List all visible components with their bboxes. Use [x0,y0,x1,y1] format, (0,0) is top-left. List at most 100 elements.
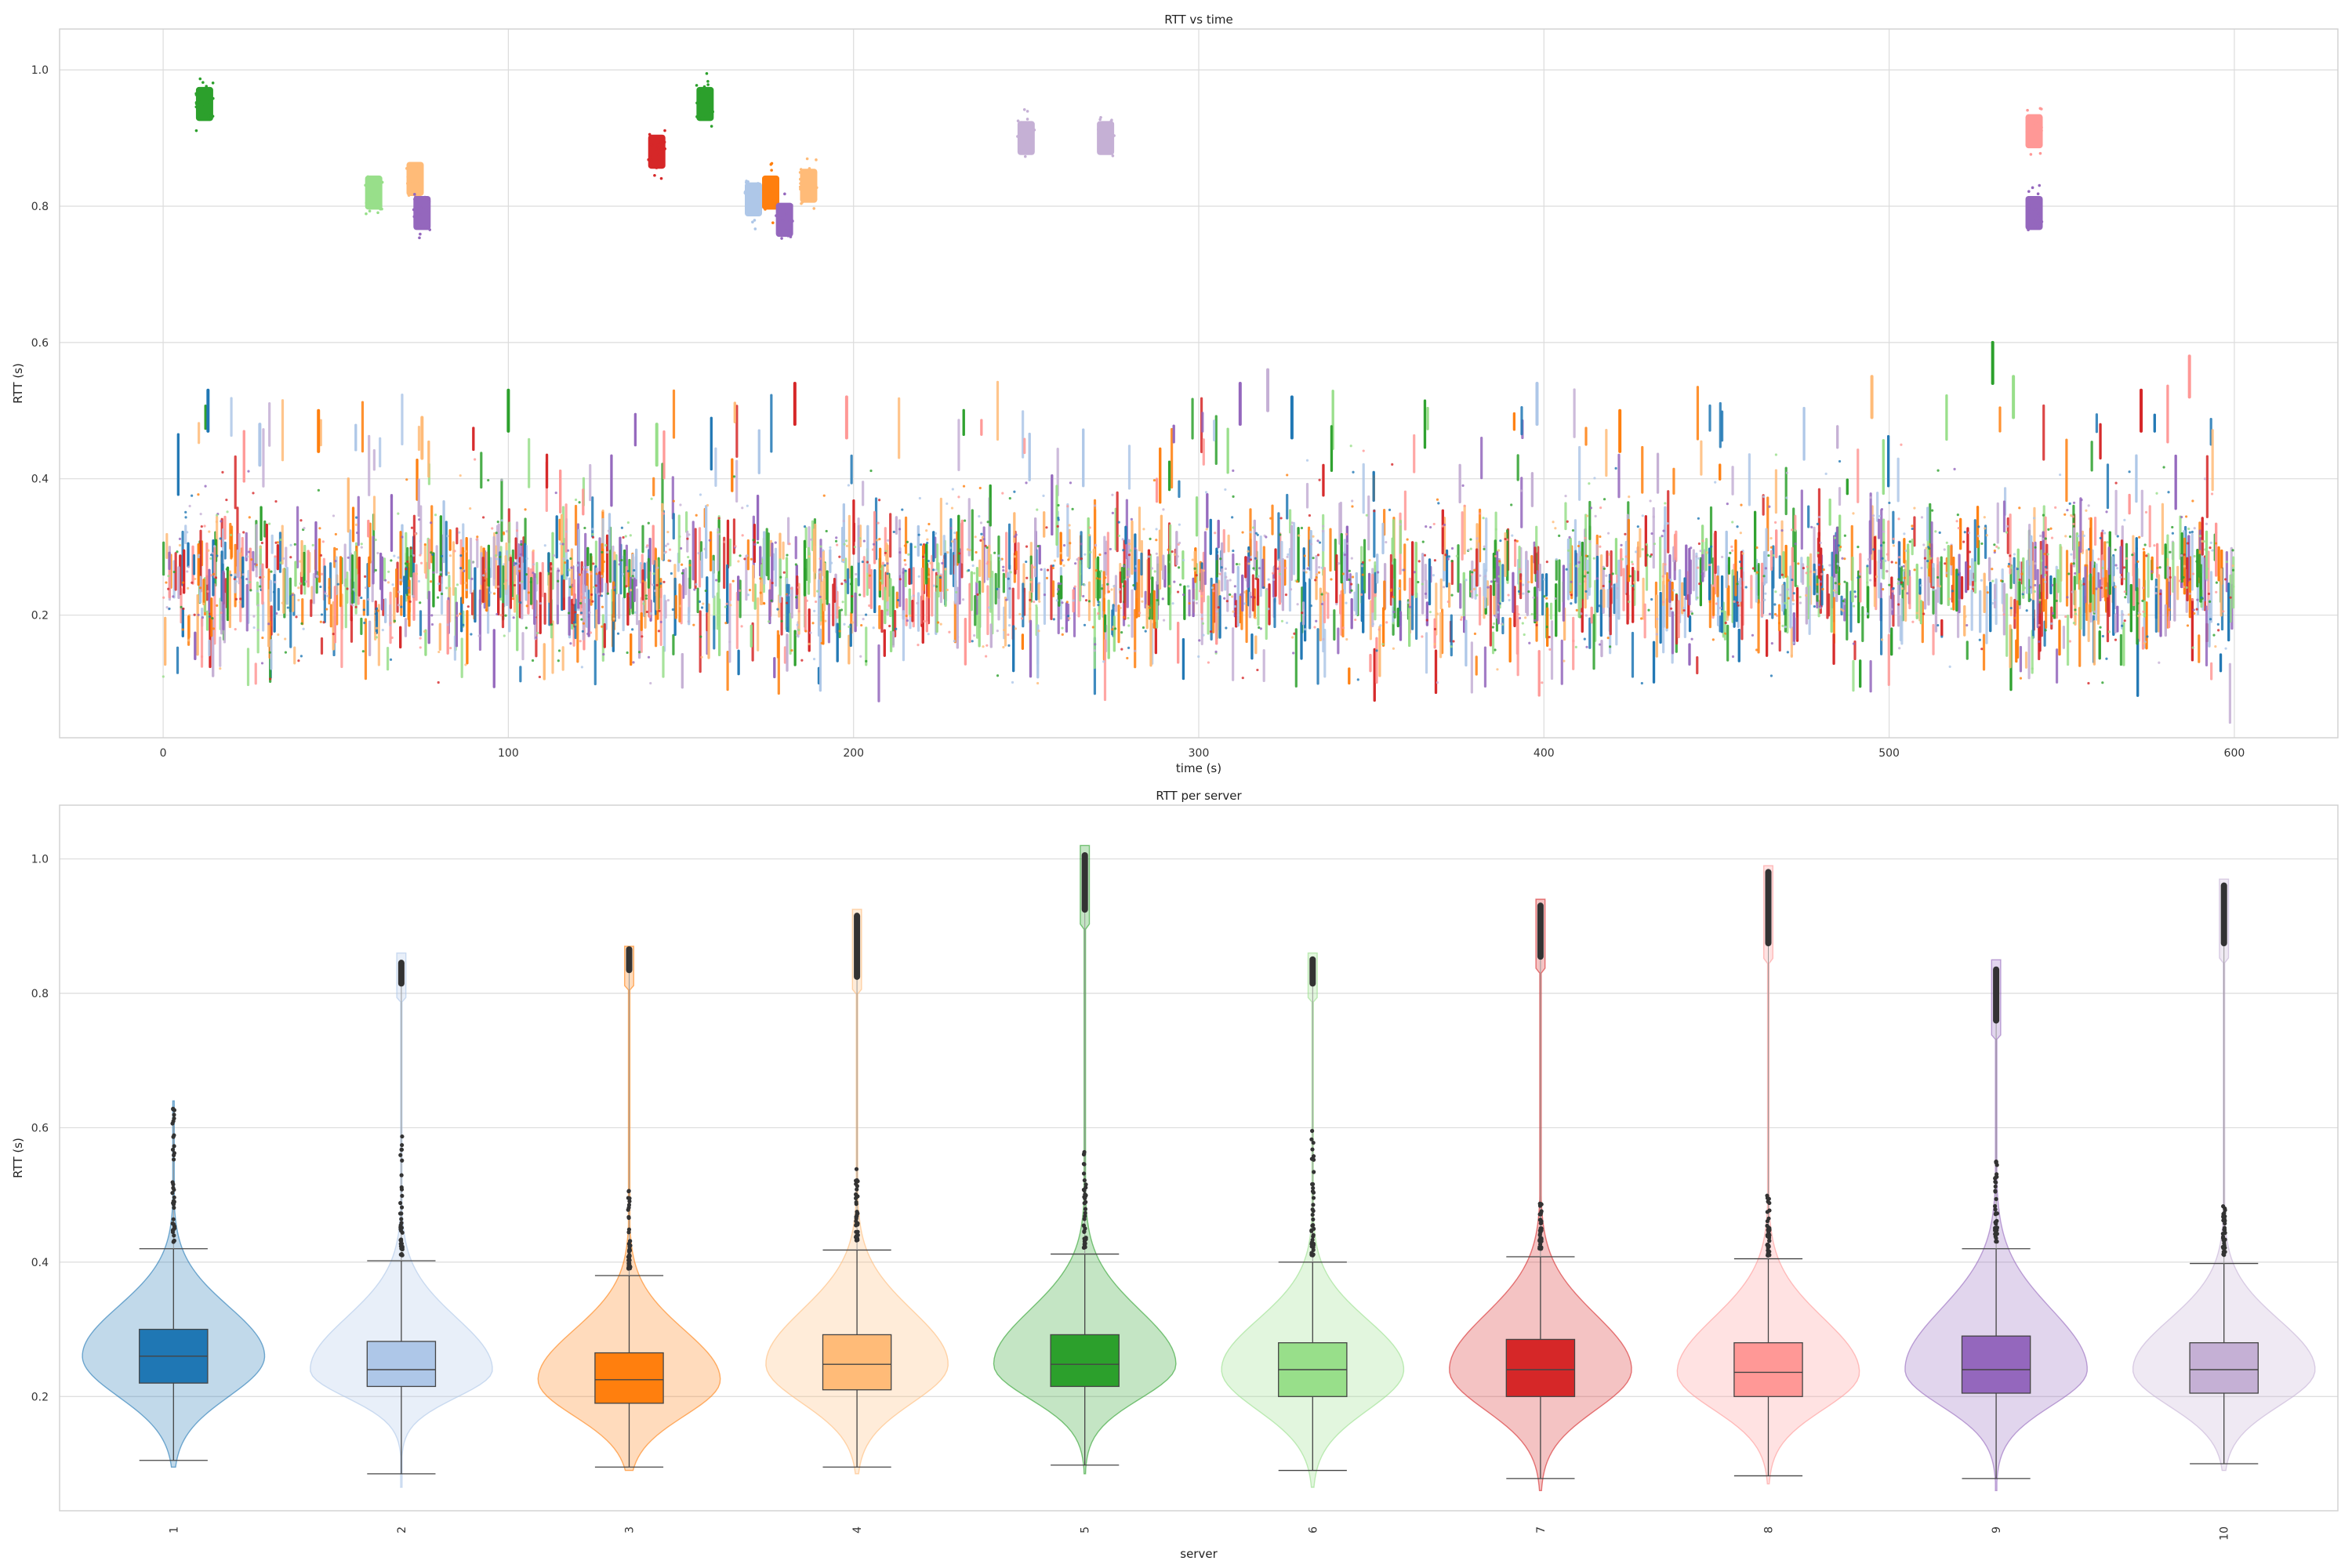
rtt-sample-point [797,628,800,631]
outlier-point [783,192,786,196]
rtt-sample-point [332,514,336,517]
rtt-sample-point [1036,545,1040,548]
rtt-sample-point [1572,639,1575,643]
rtt-sample-point [1518,568,1522,571]
rtt-sample-point [703,547,706,550]
rtt-sample-point [679,546,683,550]
outlier-point [211,114,215,118]
rtt-sample-point [652,572,655,575]
rtt-sample-point [2034,583,2037,587]
rtt-sample-point [1511,534,1514,537]
rtt-sample-point [622,535,625,539]
rtt-sample-point [922,555,925,558]
rtt-sample-point [1007,577,1010,580]
rtt-sample-point [360,543,363,546]
outlier-point [1097,132,1100,136]
rtt-sample-point [1025,576,1029,579]
rtt-sample-point [1066,614,1070,618]
rtt-sample-point [1514,539,1517,542]
rtt-sample-point [1628,495,1631,499]
rtt-sample-point [2178,579,2181,583]
rtt-sample-point [1127,624,1131,627]
rtt-sample-point [1837,544,1840,547]
violin-server-3 [537,946,721,1472]
rtt-sample-point [1361,561,1365,564]
rtt-sample-point [1852,642,1855,645]
outlier-point [786,234,790,238]
rtt-sample-point [319,585,322,589]
rtt-sample-point [1360,593,1363,596]
rtt-sample-point [2022,590,2025,594]
iqr-box [822,1334,892,1391]
rtt-sample-point [419,561,423,564]
rtt-sample-point [1316,554,1320,557]
rtt-sample-point [1779,593,1782,597]
rtt-sample-point [1005,598,1008,601]
rtt-sample-point [840,608,844,612]
rtt-sample-point [557,649,561,652]
rtt-sample-point [1285,621,1289,625]
rtt-sample-point [641,579,644,583]
rtt-sample-point [248,516,251,519]
rtt-sample-point [600,594,604,597]
rtt-sample-point [2044,573,2047,576]
rtt-sample-point [774,541,777,544]
rtt-sample-point [2052,614,2055,618]
rtt-sample-point [1350,583,1353,586]
rtt-sample-point [2154,592,2158,595]
rtt-sample-point [2171,525,2174,529]
rtt-sample-point [1168,585,1171,588]
rtt-sample-point [985,546,989,549]
rtt-sample-point [1316,573,1319,576]
outlier-point [427,200,431,203]
outlier-point [2027,143,2031,147]
outlier-point [417,207,420,211]
rtt-sample-point [1316,539,1319,543]
rtt-sample-point [1345,532,1348,535]
rtt-sample-point [1162,508,1165,511]
outlier-point [201,81,205,84]
rtt-sample-point [1470,590,1473,593]
outlier-point [416,212,419,215]
rtt-sample-point [456,583,459,586]
rtt-sample-point [693,588,696,591]
rtt-sample-point [1993,598,1996,602]
rtt-sample-point [1755,571,1759,574]
outlier-point [2027,190,2031,194]
rtt-sample-point [1736,601,1739,604]
outlier-point [2038,135,2041,139]
rtt-sample-point [1943,548,1946,551]
rtt-sample-point [1635,550,1638,554]
rtt-sample-point [1318,565,1321,569]
rtt-sample-point [902,571,905,575]
rtt-sample-point [1662,601,1665,604]
outlier-point [790,203,793,207]
rtt-sample-point [2038,640,2041,644]
rtt-sample-point [434,514,437,517]
rtt-sample-point [1853,590,1857,593]
rtt-sample-point [1902,564,1905,568]
rtt-sample-point [869,469,873,473]
rtt-sample-point [363,621,366,625]
rtt-sample-point [1002,568,1005,572]
rtt-sample-point [389,622,392,625]
rtt-sample-point [892,530,895,534]
rtt-sample-point [818,571,821,574]
rtt-sample-point [2114,548,2117,551]
rtt-sample-point [1821,587,1824,591]
rtt-sample-point [1424,592,1428,595]
rtt-sample-point [1945,572,1948,575]
rtt-sample-point [1866,564,1869,568]
outlier-point [798,185,802,189]
outlier-point [655,147,658,151]
rtt-sample-point [844,539,848,543]
outlier-point [1016,135,1019,138]
rtt-sample-point [591,535,595,539]
outlier-marker [399,1147,405,1152]
rtt-sample-point [1903,568,1906,572]
outlier-point [198,117,201,121]
rtt-sample-point [1498,602,1501,605]
rtt-sample-point [926,538,929,541]
rtt-sample-point [958,552,961,555]
rtt-sample-point [1580,612,1583,615]
